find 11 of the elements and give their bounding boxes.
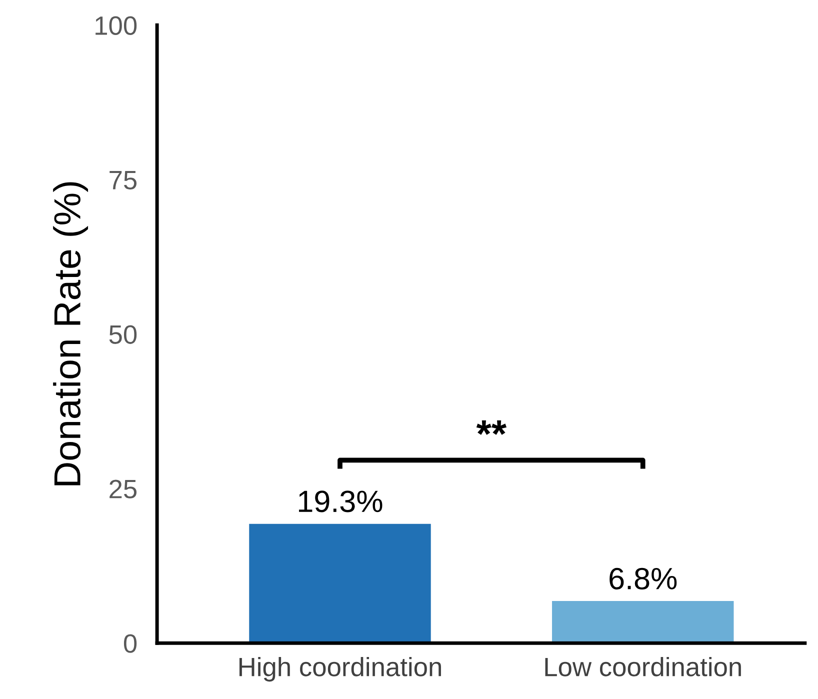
annotation: ** [476,420,507,435]
data-label: 19.3% [299,490,382,512]
x-tick-label: High coordination [239,656,441,682]
y-tick-label: 0 [124,634,137,653]
y-axis-title: Donation Rate (%) [53,182,88,486]
x-tick-label: Low coordination [545,656,741,676]
y-tick-label: 25 [110,480,137,498]
y-tick-label: 75 [110,171,137,190]
y-tick-label: 100 [96,16,137,35]
y-tick-label: 50 [109,325,137,344]
data-label: 6.8% [610,568,677,590]
